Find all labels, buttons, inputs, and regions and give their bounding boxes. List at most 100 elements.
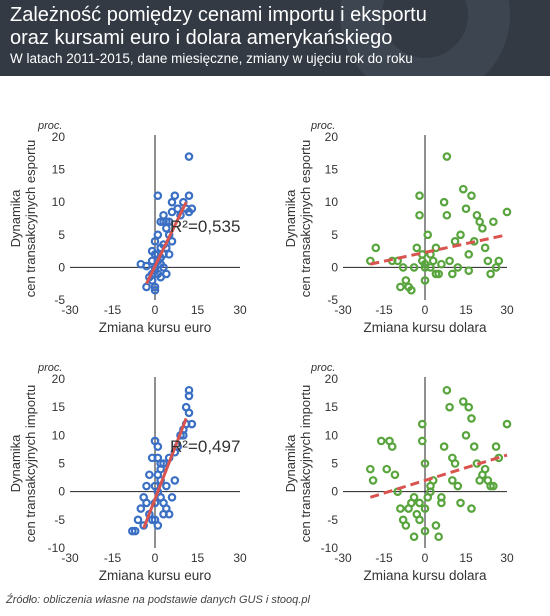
y-tick-label: 10 bbox=[325, 195, 339, 209]
title-line-1: Zależność pomiędzy cenami importu i eksp… bbox=[10, 4, 427, 26]
data-point bbox=[170, 476, 180, 485]
data-point bbox=[483, 256, 493, 266]
data-point bbox=[156, 272, 165, 282]
data-point bbox=[382, 464, 392, 474]
data-point bbox=[502, 207, 512, 217]
data-point bbox=[439, 442, 449, 451]
x-tick-label: 15 bbox=[459, 551, 473, 565]
data-point bbox=[142, 282, 151, 292]
header-banner: Zależność pomiędzy cenami importu i eksp… bbox=[0, 0, 550, 76]
data-point bbox=[428, 256, 438, 266]
y-tick-label: 0 bbox=[331, 485, 338, 499]
data-point bbox=[437, 259, 446, 269]
data-point bbox=[491, 442, 501, 451]
unit-label: proc. bbox=[310, 362, 335, 374]
data-point bbox=[159, 263, 168, 272]
x-tick-label: -15 bbox=[375, 303, 393, 317]
x-tick-label: 15 bbox=[191, 303, 205, 317]
y-tick-label: 10 bbox=[52, 428, 66, 442]
scatter-panel-1: -5 0 5 10 15 20 -30 -15 0 15 30 proc. Zmiana kursu e… bbox=[8, 120, 247, 335]
data-point bbox=[420, 526, 430, 536]
data-point bbox=[489, 217, 498, 227]
data-point bbox=[184, 408, 194, 418]
data-point bbox=[415, 191, 424, 200]
y-tick-label: 5 bbox=[331, 457, 338, 471]
data-point bbox=[453, 481, 463, 491]
data-point bbox=[173, 204, 182, 214]
y-tick-label: 15 bbox=[52, 163, 66, 177]
x-tick-label: 0 bbox=[422, 551, 429, 565]
data-point bbox=[420, 459, 430, 468]
x-tick-label: 30 bbox=[233, 303, 247, 317]
data-point bbox=[409, 263, 419, 272]
data-point bbox=[431, 521, 441, 530]
y-tick-label: 5 bbox=[58, 457, 65, 471]
x-tick-label: 15 bbox=[459, 303, 473, 317]
x-axis-label: Zmiana kursu euro bbox=[99, 320, 212, 335]
data-point bbox=[445, 256, 454, 266]
data-point bbox=[409, 493, 419, 502]
title-line-2: oraz kursami euro i dolara amerykańskieg… bbox=[10, 27, 393, 49]
data-point bbox=[145, 470, 154, 480]
y-axis-label-line-1: Dynamika bbox=[283, 189, 298, 248]
x-axis-label: Zmiana kursu dolara bbox=[363, 320, 487, 335]
data-point bbox=[153, 521, 163, 530]
data-point bbox=[142, 498, 151, 508]
y-tick-label: 10 bbox=[325, 428, 339, 442]
data-point bbox=[167, 237, 177, 246]
data-point bbox=[448, 269, 457, 279]
data-point bbox=[426, 481, 435, 491]
data-point bbox=[150, 481, 160, 491]
x-tick-label: 30 bbox=[500, 551, 514, 565]
data-point bbox=[437, 493, 446, 502]
data-point bbox=[150, 285, 160, 295]
data-point bbox=[150, 237, 160, 246]
y-axis-label-line-2: cen transakcyjnych esportu bbox=[298, 140, 313, 298]
y-axis-label-line-2: cen transakcyjnych esportu bbox=[23, 140, 38, 298]
x-tick-label: -15 bbox=[375, 551, 393, 565]
y-tick-label: 5 bbox=[331, 228, 338, 242]
data-point bbox=[156, 459, 165, 468]
data-point bbox=[376, 436, 386, 446]
data-point bbox=[475, 217, 484, 227]
data-point bbox=[486, 269, 495, 279]
data-point bbox=[412, 243, 422, 253]
y-tick-label: 0 bbox=[331, 260, 338, 274]
data-point bbox=[390, 470, 400, 480]
y-axis-label-line-2: cen transakcyjnych importu bbox=[298, 385, 313, 543]
data-point bbox=[409, 532, 419, 542]
r-squared-label: R²=0,497 bbox=[170, 437, 240, 456]
data-point bbox=[184, 152, 194, 161]
y-axis-label-line-2: cen transakcyjnych importu bbox=[23, 385, 38, 543]
data-point bbox=[139, 521, 148, 530]
data-point bbox=[494, 256, 504, 266]
data-point bbox=[461, 204, 471, 214]
trend-line bbox=[142, 417, 188, 529]
y-tick-label: -10 bbox=[321, 541, 339, 555]
data-point bbox=[187, 204, 197, 214]
data-point bbox=[142, 261, 151, 271]
y-axis-label: Dynamikacen transakcyjnych importu bbox=[283, 385, 313, 543]
data-point bbox=[472, 210, 482, 220]
data-point bbox=[467, 504, 476, 513]
data-point bbox=[467, 191, 476, 200]
chart-title: Zależność pomiędzy cenami importu i eksp… bbox=[10, 4, 427, 50]
data-point bbox=[448, 476, 457, 485]
data-point bbox=[464, 266, 474, 275]
x-tick-label: 0 bbox=[422, 303, 429, 317]
data-point bbox=[431, 269, 441, 279]
data-point bbox=[167, 493, 177, 502]
y-tick-label: 20 bbox=[52, 372, 66, 386]
data-point bbox=[445, 402, 454, 412]
y-axis-label: Dynamikacen transakcyjnych esportu bbox=[283, 140, 313, 298]
data-point bbox=[387, 442, 397, 451]
data-point bbox=[450, 459, 460, 468]
x-tick-label: 30 bbox=[500, 303, 514, 317]
y-tick-label: 15 bbox=[52, 400, 66, 414]
data-point bbox=[368, 476, 378, 485]
y-tick-label: 5 bbox=[58, 228, 65, 242]
data-point bbox=[491, 263, 501, 272]
x-tick-label: 0 bbox=[152, 551, 159, 565]
data-point bbox=[128, 526, 137, 536]
